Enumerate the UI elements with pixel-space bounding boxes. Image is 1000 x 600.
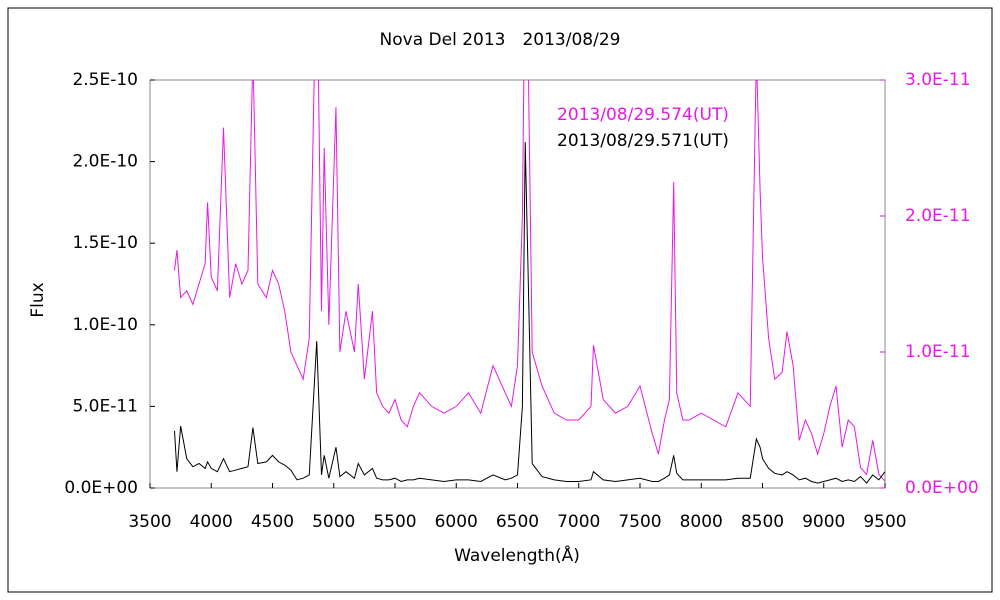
y2-tick-label: 1.0E-11 [905, 342, 971, 362]
x-axis-label: Wavelength(Å) [454, 544, 580, 566]
x-tick-label: 7500 [618, 512, 661, 532]
y2-tick-label: 2.0E-11 [905, 206, 971, 226]
y-axis-label: Flux [28, 282, 48, 317]
y-tick-label: 1.5E-10 [72, 233, 138, 253]
series-line [174, 80, 885, 482]
y-tick-label: 2.5E-10 [72, 70, 138, 90]
y2-tick-label: 3.0E-11 [905, 70, 971, 90]
x-tick-label: 4500 [251, 512, 294, 532]
x-tick-label: 9000 [802, 512, 845, 532]
chart-title: Nova Del 2013 2013/08/29 [380, 30, 621, 50]
x-tick-label: 6000 [435, 512, 478, 532]
x-tick-label: 5500 [373, 512, 416, 532]
plot-lines [174, 80, 885, 484]
series-line [174, 142, 885, 484]
y-tick-label: 5.0E-11 [72, 396, 138, 416]
chart-frame [7, 7, 993, 593]
x-tick-label: 5000 [312, 512, 355, 532]
y-tick-label: 0.0E+00 [64, 478, 138, 498]
x-tick-label: 9500 [863, 512, 906, 532]
y-tick-label: 2.0E-10 [72, 152, 138, 172]
y-tick-label: 1.0E-10 [72, 315, 138, 335]
legend-entry: 2013/08/29.571(UT) [557, 131, 729, 151]
x-tick-label: 6500 [496, 512, 539, 532]
y2-tick-label: 0.0E+00 [905, 478, 979, 498]
legend-entry: 2013/08/29.574(UT) [557, 105, 729, 125]
x-tick-label: 8000 [680, 512, 723, 532]
x-tick-label: 3500 [128, 512, 171, 532]
x-tick-label: 4000 [190, 512, 233, 532]
x-tick-label: 7000 [557, 512, 600, 532]
x-tick-label: 8500 [741, 512, 784, 532]
